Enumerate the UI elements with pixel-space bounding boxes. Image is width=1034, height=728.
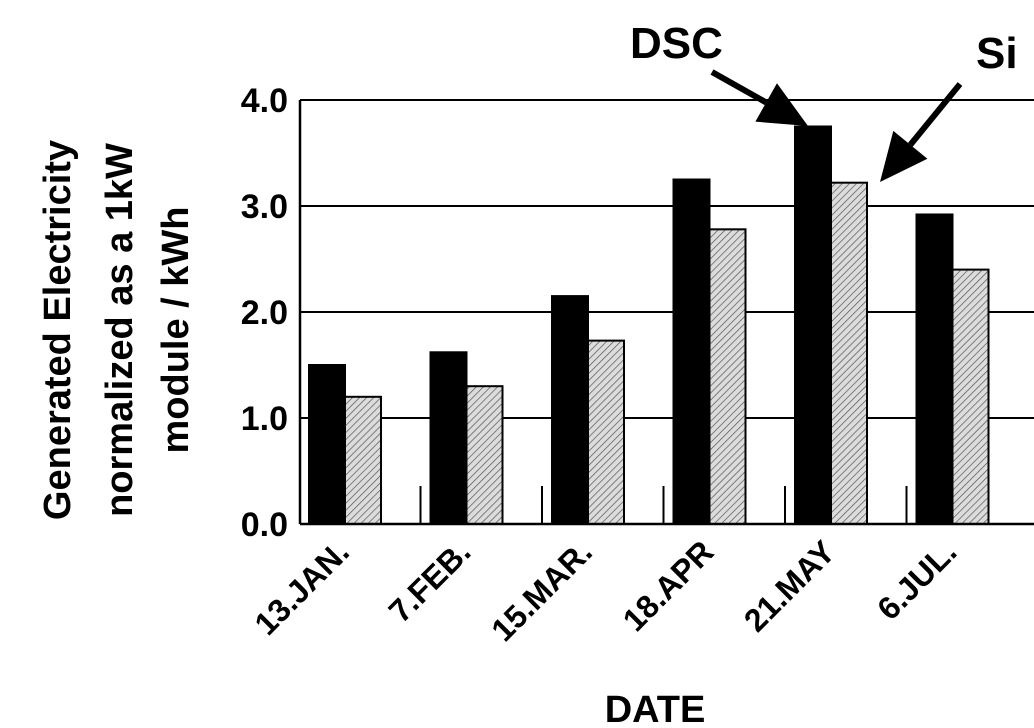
bar-dsc-2 bbox=[551, 295, 589, 525]
x-tick-labels: 13.JAN. 7.FEB. 15.MAR. 18.APR 21.MAY 6.JUL. bbox=[247, 533, 963, 648]
series-callouts: DSC Si bbox=[630, 19, 1018, 182]
axes bbox=[298, 100, 1034, 526]
callout-arrow-head bbox=[880, 130, 928, 182]
y-axis-title-line: module / kWh bbox=[155, 207, 197, 454]
y-tick-label: 3.0 bbox=[241, 188, 288, 226]
y-tick-label: 0.0 bbox=[241, 506, 288, 544]
bar-si-0 bbox=[344, 395, 382, 525]
x-tick-label: 18.APR bbox=[616, 533, 721, 638]
y-axis-title-line: Generated Electricity bbox=[37, 140, 79, 520]
bar-dsc-3 bbox=[672, 178, 711, 525]
y-axis-title-line: normalized as a 1kW bbox=[99, 143, 141, 517]
bar-dsc-0 bbox=[308, 364, 346, 525]
y-tick-label: 4.0 bbox=[241, 82, 288, 120]
gridlines bbox=[300, 99, 1034, 419]
callout-label-dsc: DSC bbox=[630, 19, 723, 68]
x-tick-label: 21.MAY bbox=[737, 533, 842, 638]
bar-si-1 bbox=[465, 385, 504, 526]
x-tick-label: 6.JUL. bbox=[870, 533, 963, 626]
bar-si-2 bbox=[587, 339, 625, 525]
bar-dsc-5 bbox=[915, 213, 954, 525]
x-tick-label: 15.MAR. bbox=[484, 533, 599, 648]
bar-si-3 bbox=[708, 228, 747, 525]
callout-arrow-shaft bbox=[908, 82, 963, 147]
y-tick-label: 2.0 bbox=[241, 294, 288, 332]
y-tick-label: 1.0 bbox=[241, 400, 288, 438]
y-tick-labels: 0.0 1.0 2.0 3.0 4.0 bbox=[241, 82, 288, 544]
callout-arrow-shaft bbox=[710, 69, 768, 106]
y-axis-title: Generated Electricity normalized as a 1kW… bbox=[37, 140, 197, 520]
x-axis-title: DATE bbox=[605, 689, 706, 728]
x-tick-label: 13.JAN. bbox=[247, 533, 355, 641]
callout-label-si: Si bbox=[976, 29, 1018, 78]
bar-si-4 bbox=[830, 181, 868, 525]
bar-si-5 bbox=[951, 268, 990, 525]
bars bbox=[308, 125, 990, 526]
bar-dsc-1 bbox=[429, 351, 468, 525]
bar-dsc-4 bbox=[794, 125, 832, 525]
callout-arrow-head bbox=[755, 83, 808, 126]
x-tick-label: 7.FEB. bbox=[382, 533, 478, 629]
